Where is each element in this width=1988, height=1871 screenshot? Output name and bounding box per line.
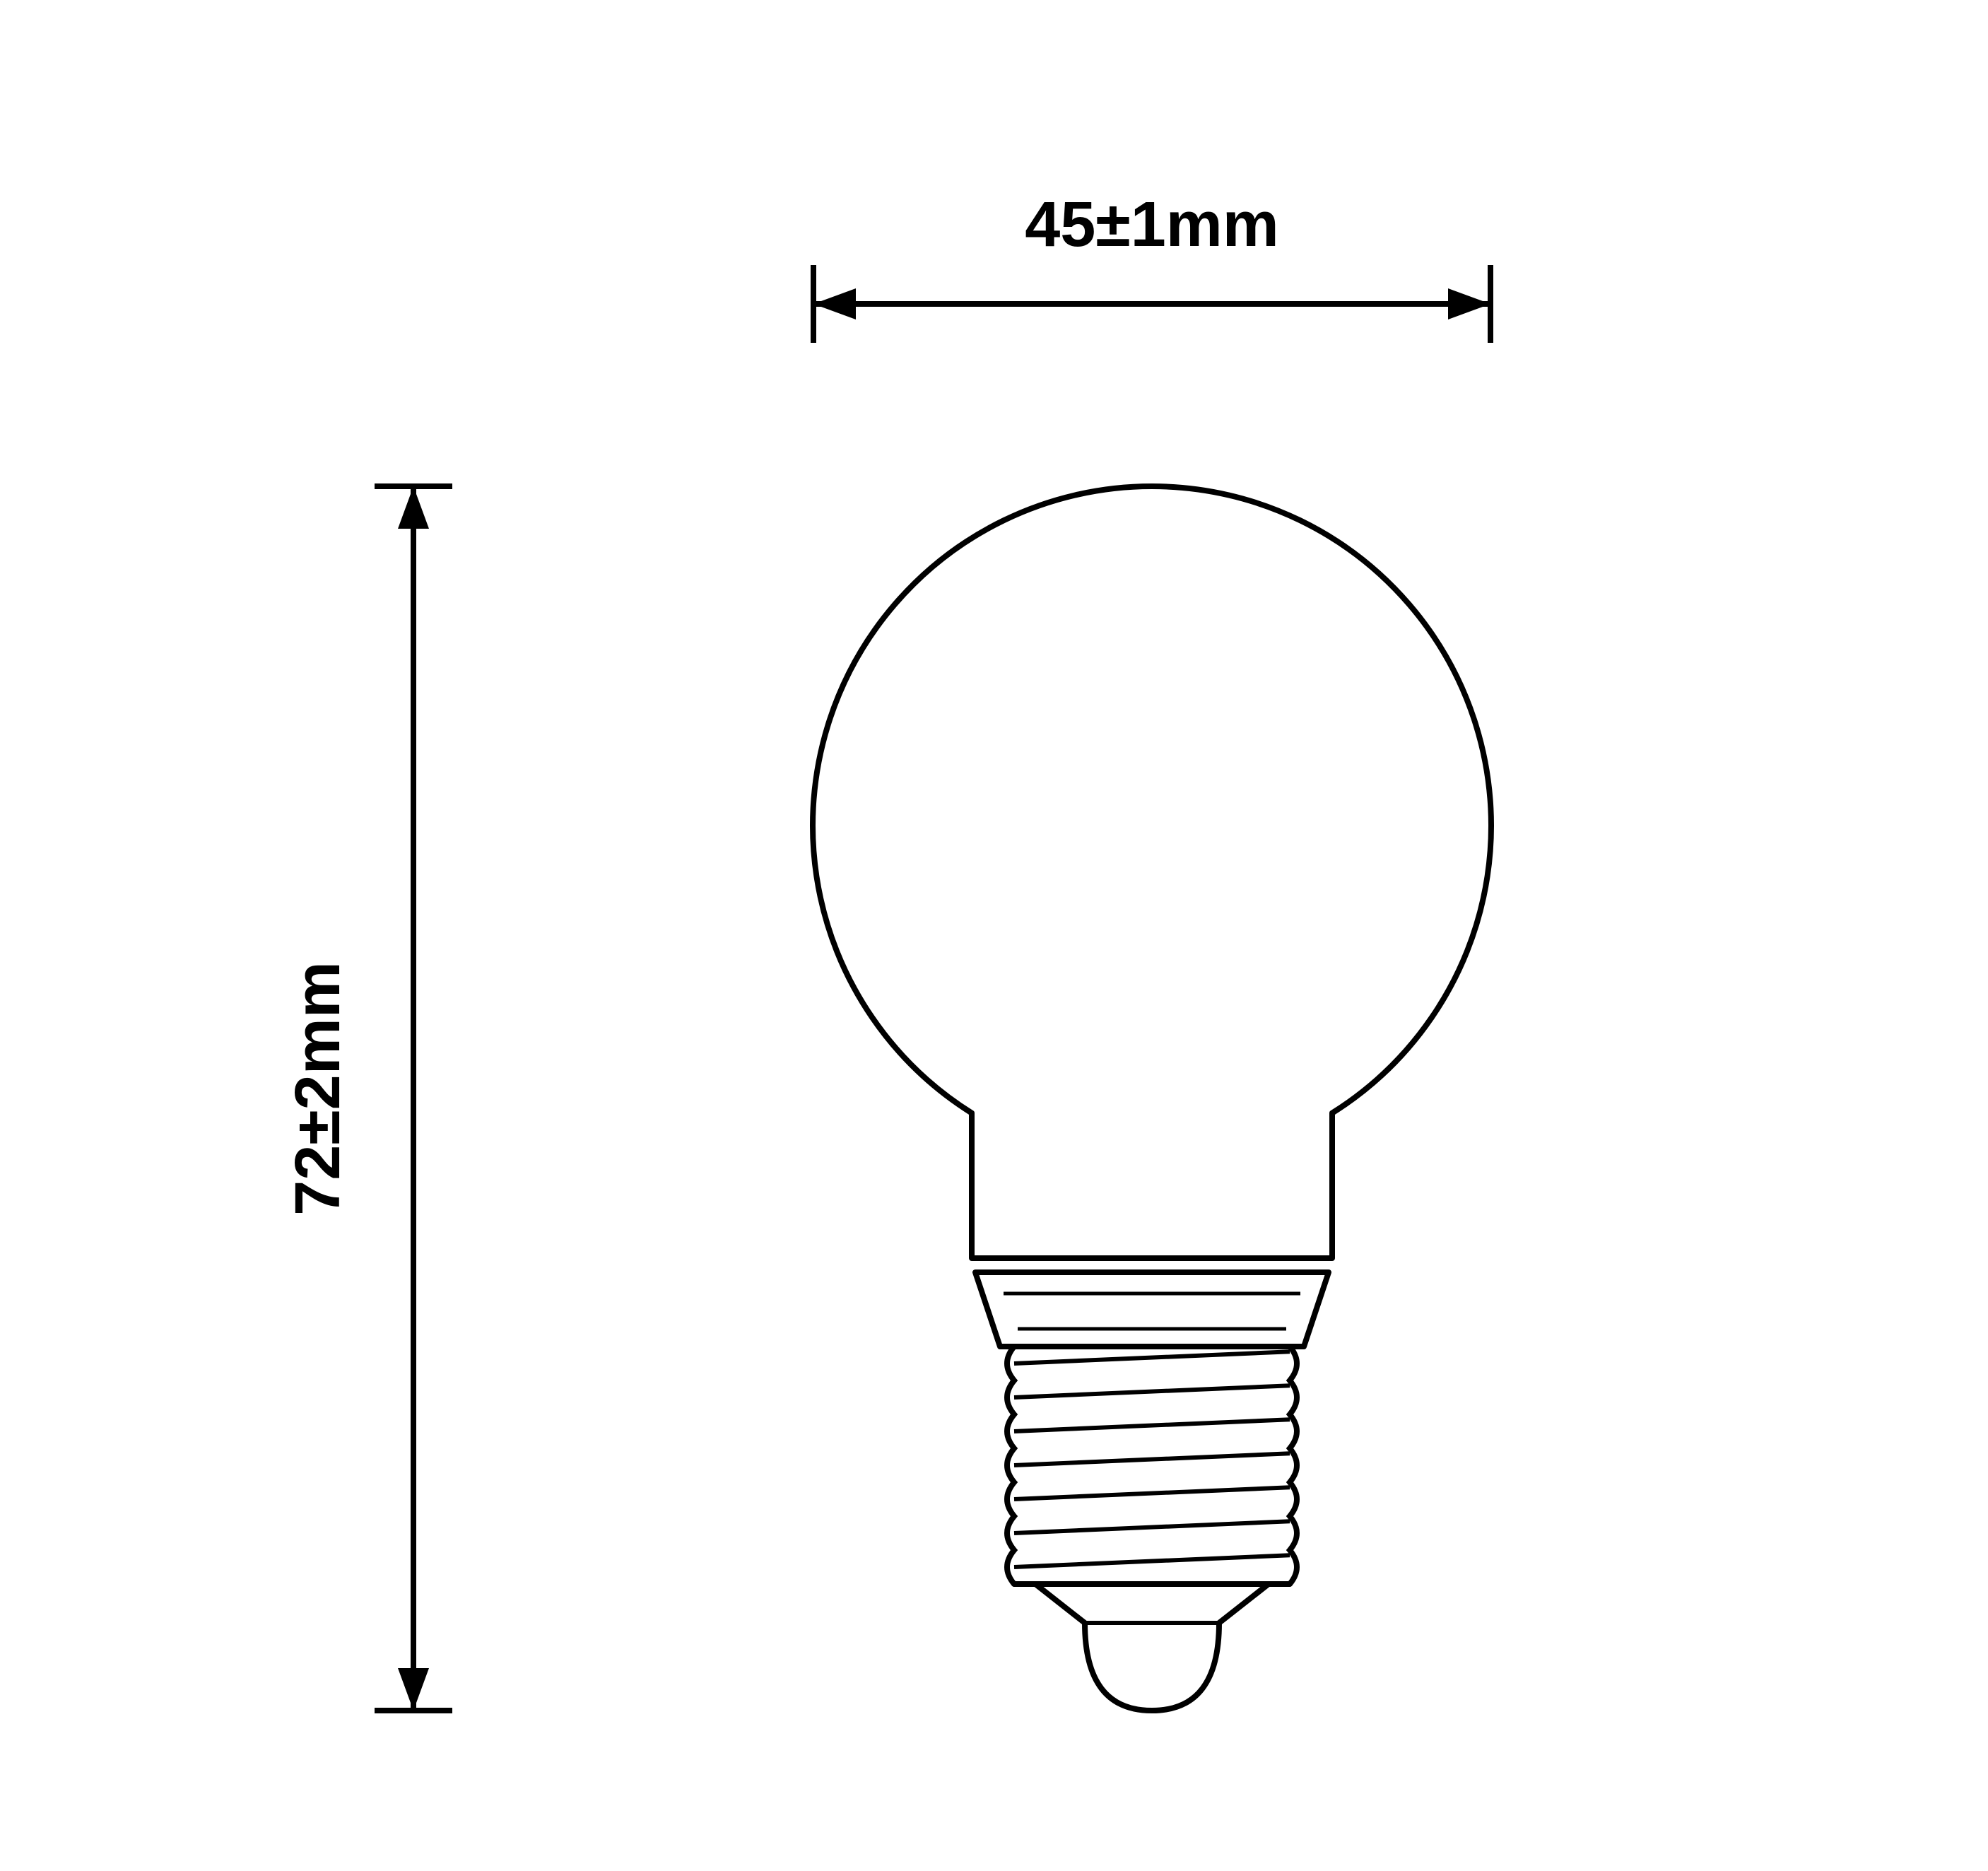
- bulb-dimension-diagram: 45±1mm 72±2mm: [0, 0, 1988, 1871]
- bulb-outline: [813, 486, 1491, 1711]
- diagram-svg: 45±1mm 72±2mm: [0, 0, 1988, 1871]
- dimension-width-label: 45±1mm: [1025, 189, 1279, 260]
- dimension-width: [813, 265, 1490, 343]
- dimension-height-label: 72±2mm: [283, 961, 353, 1216]
- dimension-height: [375, 486, 452, 1711]
